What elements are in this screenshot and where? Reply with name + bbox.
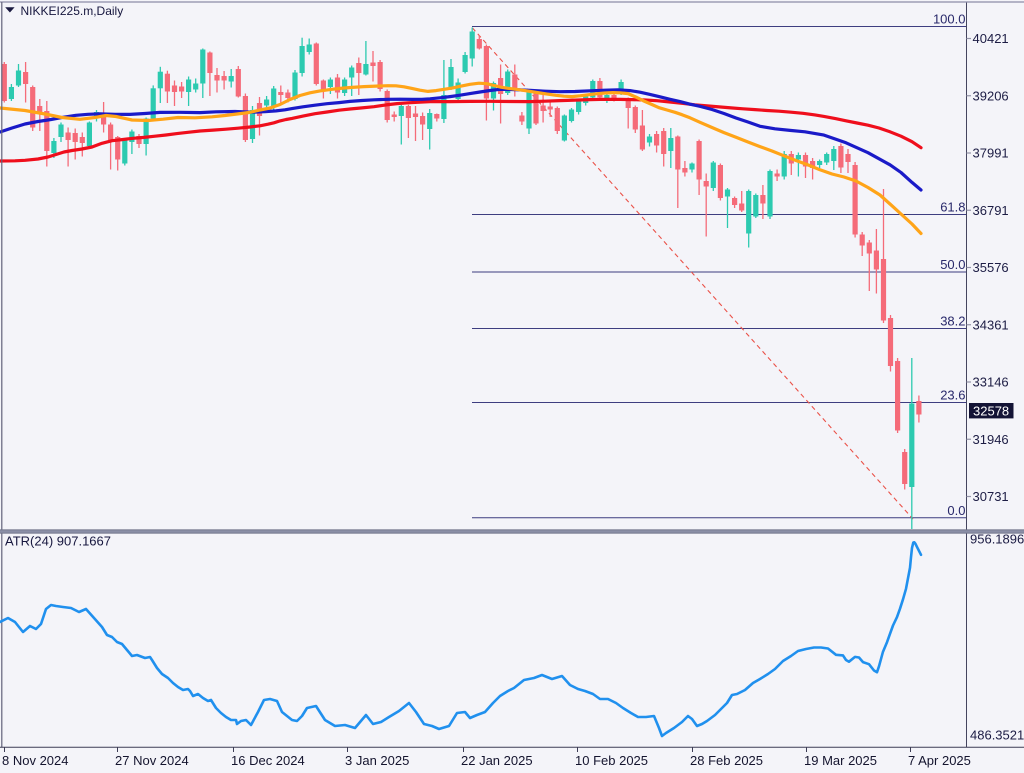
svg-text:23.6: 23.6 xyxy=(940,388,965,403)
svg-text:61.8: 61.8 xyxy=(940,200,965,215)
svg-text:28 Feb 2025: 28 Feb 2025 xyxy=(690,753,763,768)
svg-text:38.2: 38.2 xyxy=(940,314,965,329)
svg-text:39206: 39206 xyxy=(973,88,1009,103)
svg-text:30731: 30731 xyxy=(973,489,1009,504)
svg-text:16 Dec 2024: 16 Dec 2024 xyxy=(231,753,305,768)
svg-text:19 Mar 2025: 19 Mar 2025 xyxy=(804,753,877,768)
svg-text:33146: 33146 xyxy=(973,375,1009,390)
svg-text:27 Nov 2024: 27 Nov 2024 xyxy=(115,753,189,768)
svg-text:486.3521: 486.3521 xyxy=(970,728,1024,743)
svg-text:35576: 35576 xyxy=(973,260,1009,275)
svg-text:10 Feb 2025: 10 Feb 2025 xyxy=(575,753,648,768)
svg-text:31946: 31946 xyxy=(973,432,1009,447)
svg-text:3 Jan 2025: 3 Jan 2025 xyxy=(345,753,409,768)
svg-text:956.1896: 956.1896 xyxy=(970,532,1024,547)
svg-text:32578: 32578 xyxy=(973,403,1009,418)
svg-text:0.0: 0.0 xyxy=(947,503,965,518)
svg-text:7 Apr 2025: 7 Apr 2025 xyxy=(908,753,971,768)
svg-text:NIKKEI225.m,Daily: NIKKEI225.m,Daily xyxy=(21,4,124,18)
svg-text:40421: 40421 xyxy=(973,31,1009,46)
svg-text:22 Jan 2025: 22 Jan 2025 xyxy=(461,753,533,768)
svg-text:8 Nov 2024: 8 Nov 2024 xyxy=(2,753,69,768)
svg-text:36791: 36791 xyxy=(973,203,1009,218)
svg-text:50.0: 50.0 xyxy=(940,257,965,272)
svg-text:100.0: 100.0 xyxy=(933,12,966,27)
svg-text:34361: 34361 xyxy=(973,317,1009,332)
svg-text:ATR(24) 907.1667: ATR(24) 907.1667 xyxy=(5,534,111,549)
svg-text:37991: 37991 xyxy=(973,146,1009,161)
